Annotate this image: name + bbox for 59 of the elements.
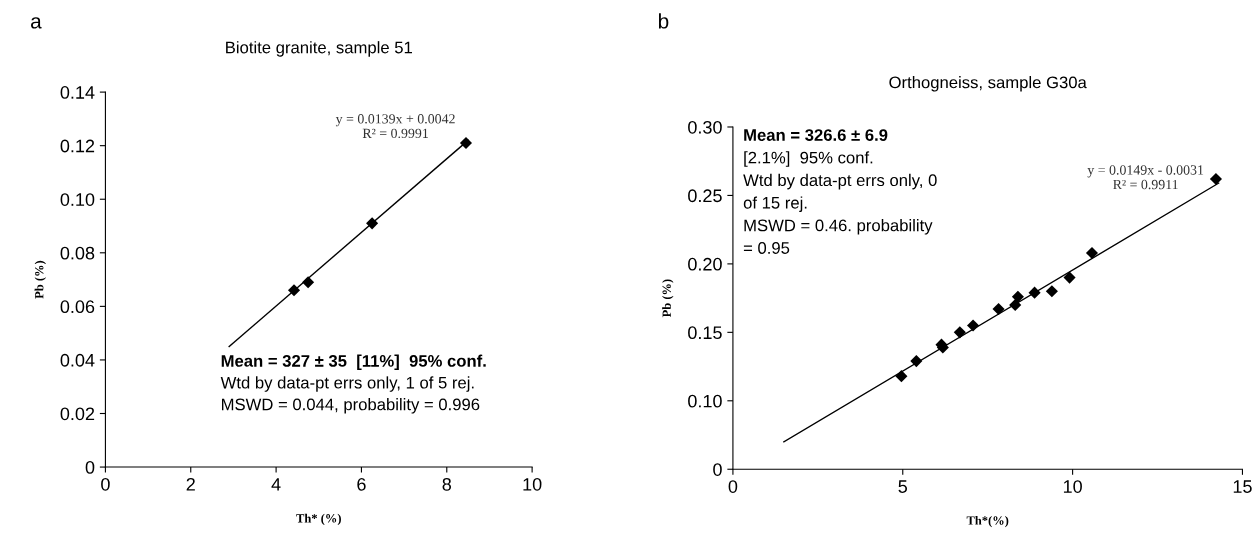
annotation: = 0.95 xyxy=(743,242,790,254)
y-tick-label: 0.12 xyxy=(60,139,95,153)
point xyxy=(1063,271,1076,284)
x-tick-label: 8 xyxy=(442,477,452,491)
y-tick-label: 0.06 xyxy=(60,300,95,314)
point xyxy=(459,136,473,150)
x-axis-title: Th* (%) xyxy=(296,513,341,526)
y-tick-label: 0.30 xyxy=(688,120,722,134)
point xyxy=(302,276,315,289)
text: a xyxy=(31,17,42,29)
annotation: MSWD = 0.46. probability xyxy=(744,219,933,235)
y-tick-label: 0.10 xyxy=(688,394,722,408)
annotation: of 15 rej. xyxy=(743,196,807,212)
y-axis-title: Pb (%) xyxy=(34,260,46,299)
annotation: Wtd by data-pt errs only, 0 xyxy=(743,173,937,190)
y-tick-label: 0.08 xyxy=(60,246,95,260)
point xyxy=(895,370,908,383)
x-tick-label: 0 xyxy=(101,477,110,491)
point xyxy=(1045,285,1058,298)
annotation: [2.1%] 95% conf. xyxy=(744,151,873,167)
y-tick-label: 0.14 xyxy=(60,86,95,99)
point xyxy=(1011,290,1024,303)
y-tick-label: 0.02 xyxy=(60,407,95,421)
y-tick-label: 0 xyxy=(713,463,722,476)
y-tick-label: 0.10 xyxy=(60,193,95,206)
point xyxy=(953,326,966,339)
y-tick-label: 0.04 xyxy=(60,353,95,367)
point xyxy=(1009,298,1022,312)
point xyxy=(992,303,1005,316)
point xyxy=(967,319,980,332)
annotation: Mean = 326.6 ± 6.9 xyxy=(744,129,888,141)
text: b xyxy=(658,13,669,29)
x-tick-label: 15 xyxy=(1233,480,1252,493)
point xyxy=(1085,246,1099,259)
y-tick-label: 0.25 xyxy=(688,189,722,203)
annotation: Mean = 327 ± 35 [11%] 95% conf. xyxy=(221,354,486,371)
x-tick-label: 6 xyxy=(357,477,366,491)
point xyxy=(287,284,301,297)
chart-title: Orthogneiss, sample G30a xyxy=(889,76,1087,92)
annotation: Wtd by data-pt errs only, 1 of 5 rej. xyxy=(220,376,474,392)
x-tick-label: 5 xyxy=(898,480,908,493)
annotation: y = 0.0139x + 0.0042 R² = 0.9991 xyxy=(335,114,455,139)
annotation: y = 0.0149x - 0.0031 R² = 0.9911 xyxy=(1087,165,1204,190)
x-tick-label: 0 xyxy=(728,480,738,493)
x-axis-title: Th*(%) xyxy=(966,515,1009,528)
point xyxy=(910,355,923,368)
x-tick-label: 10 xyxy=(523,477,542,491)
y-axis-title: Pb (%) xyxy=(662,279,674,318)
point xyxy=(366,217,379,230)
y-tick-label: 0 xyxy=(85,461,95,474)
x-tick-label: 10 xyxy=(1063,480,1082,493)
x-tick-label: 2 xyxy=(186,477,195,491)
point xyxy=(1209,172,1223,186)
y-tick-label: 0.20 xyxy=(688,257,722,271)
y-tick-label: 0.15 xyxy=(688,326,722,340)
chart-title: Biotite granite, sample 51 xyxy=(226,41,412,57)
annotation: MSWD = 0.044, probability = 0.996 xyxy=(222,398,480,414)
point xyxy=(1028,286,1041,299)
x-tick-label: 4 xyxy=(271,478,281,491)
